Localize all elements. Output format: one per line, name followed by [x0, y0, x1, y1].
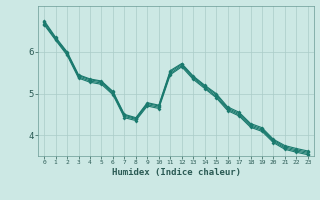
X-axis label: Humidex (Indice chaleur): Humidex (Indice chaleur): [111, 168, 241, 177]
